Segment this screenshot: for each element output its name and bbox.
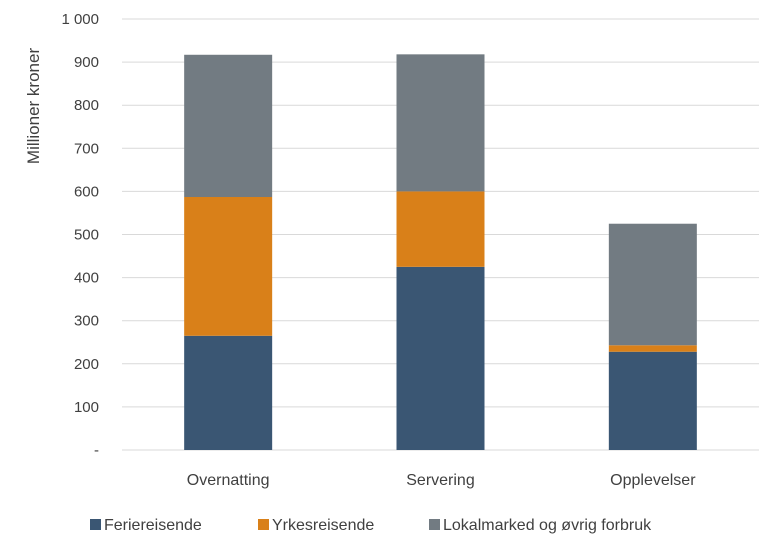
x-tick-label: Overnatting [187,472,270,489]
bar-segment [608,223,697,346]
y-tick-label: 500 [74,227,99,244]
legend-label: Feriereisende [104,517,202,534]
bar-segment [396,54,485,192]
bar-segment [184,197,273,336]
y-axis-title: Millioner kroner [24,48,43,165]
bar-segment [396,266,485,450]
x-tick-label: Opplevelser [610,472,696,489]
y-tick-label: 100 [74,399,99,416]
y-tick-label: 1 000 [61,11,99,28]
x-tick-label: Servering [406,472,474,489]
y-tick-label: 400 [74,270,99,287]
y-tick-label: 900 [74,54,99,71]
legend-swatch [429,519,440,530]
legend-swatch [90,519,101,530]
y-tick-label: 800 [74,97,99,114]
legend: Feriereisende Yrkesreisende Lokalmarked og… [90,517,652,534]
bar-segment [396,191,485,267]
y-tick-label: 600 [74,183,99,200]
bars [184,54,697,450]
legend-swatch [258,519,269,530]
bar-segment [184,54,273,198]
y-tick-label: 200 [74,356,99,373]
bar-segment [184,335,273,450]
y-tick-label: 300 [74,313,99,330]
legend-label: Yrkesreisende [272,517,374,534]
y-axis-ticks: - 100 200 300 400 500 600 700 800 900 1 000 [61,11,99,459]
y-tick-label: - [94,442,99,459]
y-tick-label: 700 [74,140,99,157]
bar-segment [608,351,697,450]
legend-label: Lokalmarked og øvrig forbruk [443,517,652,534]
x-axis-category-labels: Overnatting Servering Opplevelser [187,472,696,489]
bar-segment [608,345,697,352]
